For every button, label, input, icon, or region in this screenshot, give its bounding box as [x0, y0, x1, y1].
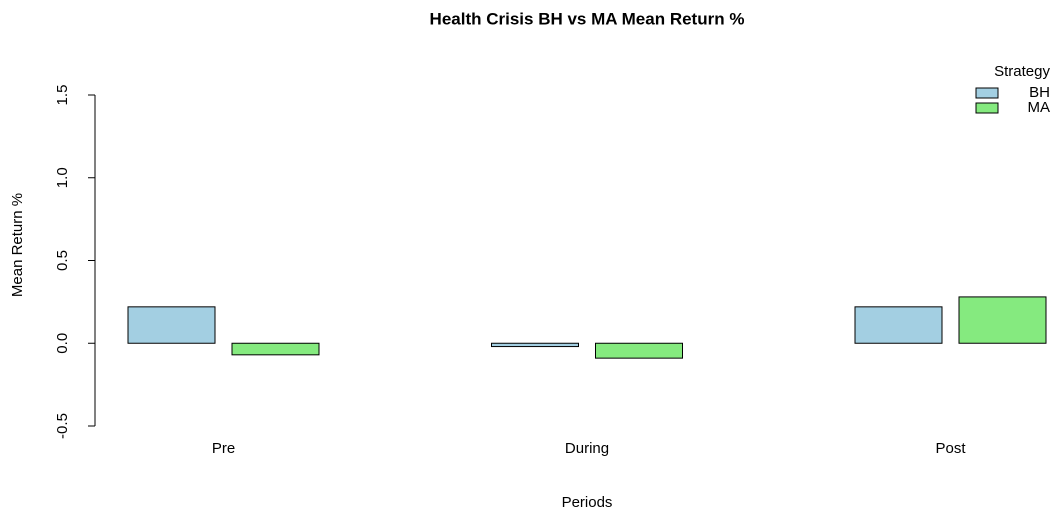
bar	[231, 342, 320, 356]
bar	[958, 296, 1047, 344]
legend-swatch	[975, 102, 999, 114]
bar	[854, 306, 943, 344]
legend-title: Strategy	[994, 63, 1050, 80]
y-tick-label: 1.5	[54, 85, 71, 106]
legend-label: MA	[1028, 99, 1051, 116]
y-tick-label: 0.0	[54, 333, 71, 354]
y-axis-label: Mean Return %	[9, 193, 26, 297]
y-tick-label: -0.5	[54, 413, 71, 439]
x-tick-label: Pre	[212, 440, 235, 457]
x-axis-label: Periods	[562, 494, 613, 511]
x-tick-label: Post	[935, 440, 966, 457]
legend-label: BH	[1029, 84, 1050, 101]
y-tick-label: 0.5	[54, 250, 71, 271]
bar	[127, 306, 216, 344]
legend-swatch	[975, 87, 999, 99]
bar	[491, 342, 579, 348]
y-tick-label: 1.0	[54, 167, 71, 188]
x-tick-label: During	[565, 440, 609, 457]
chart-title: Health Crisis BH vs MA Mean Return %	[430, 9, 745, 28]
bar	[595, 342, 683, 359]
